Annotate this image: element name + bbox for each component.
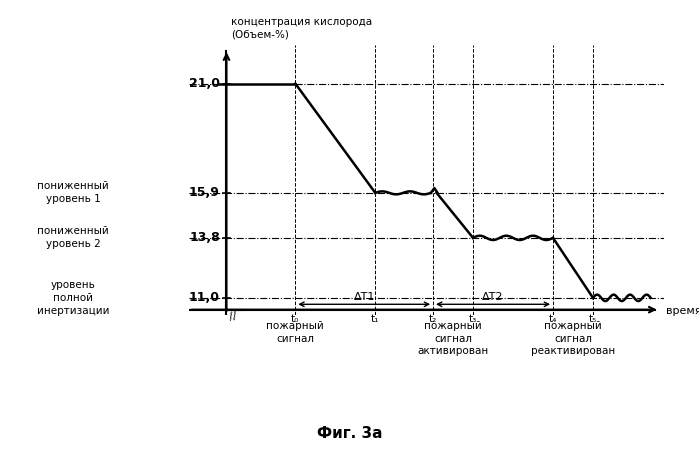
Text: t₂: t₂ [429, 314, 437, 324]
Text: t₁: t₁ [371, 314, 380, 324]
Text: 13,8: 13,8 [189, 231, 219, 244]
Text: //: // [229, 310, 238, 322]
Text: время t: время t [666, 306, 699, 316]
Text: пожарный
сигнал: пожарный сигнал [266, 321, 324, 344]
Text: t₄: t₄ [549, 314, 557, 324]
Text: пониженный
уровень 1: пониженный уровень 1 [37, 181, 109, 204]
Text: пожарный
сигнал
активирован: пожарный сигнал активирован [417, 321, 489, 356]
Text: t₅: t₅ [589, 314, 597, 324]
Text: 11,0: 11,0 [189, 291, 219, 304]
Text: ΔT2: ΔT2 [482, 292, 504, 302]
Text: 21,0: 21,0 [189, 77, 219, 90]
Text: Фиг. 3а: Фиг. 3а [317, 426, 382, 441]
Text: концентрация кислорода
(Объем-%): концентрация кислорода (Объем-%) [231, 17, 372, 40]
Text: пониженный
уровень 2: пониженный уровень 2 [37, 226, 109, 249]
Text: t₃: t₃ [469, 314, 477, 324]
Text: ΔT1: ΔT1 [354, 292, 375, 302]
Text: t₀: t₀ [291, 314, 300, 324]
Text: уровень
полной
инертизации: уровень полной инертизации [37, 279, 110, 316]
Text: пожарный
сигнал
реактивирован: пожарный сигнал реактивирован [531, 321, 615, 356]
Text: 15,9: 15,9 [189, 186, 219, 199]
